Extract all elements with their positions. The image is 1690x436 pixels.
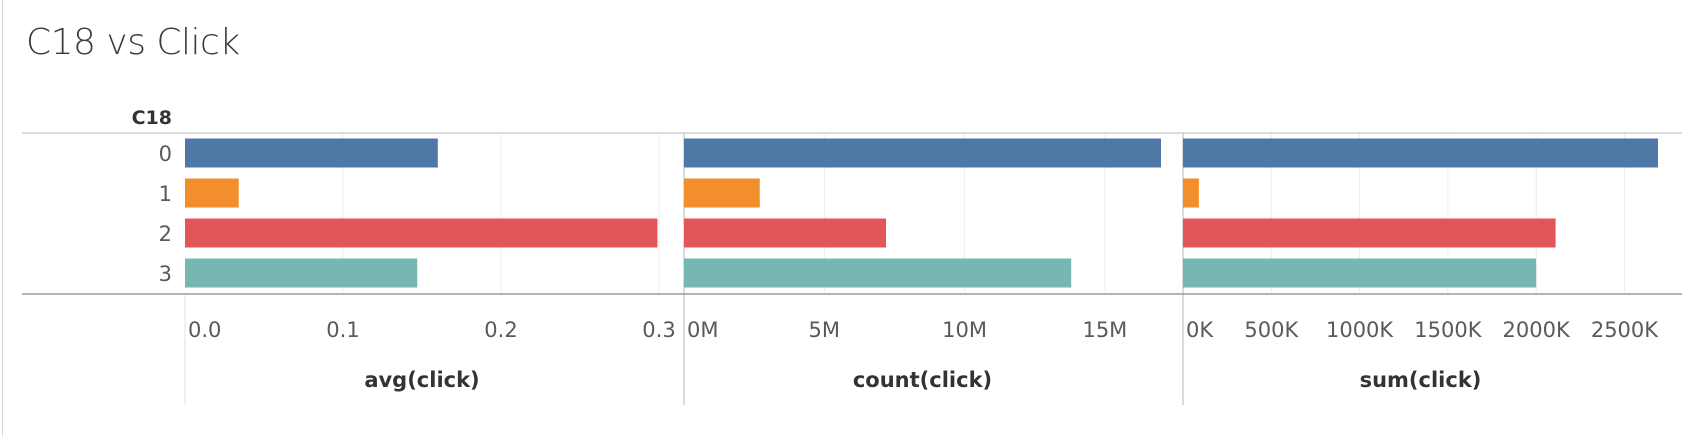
bar-sum-click-3[interactable] — [1183, 258, 1537, 288]
bar-count-click-2[interactable] — [684, 218, 887, 248]
tick-label: 2000K — [1503, 318, 1571, 342]
axis-title-1: avg(click) — [364, 368, 479, 392]
tick-label: 0.1 — [326, 318, 359, 342]
chart-title: C18 vs Click — [26, 22, 240, 63]
axis-title-3: sum(click) — [1360, 368, 1482, 392]
row-label-0: 0 — [159, 142, 172, 166]
dimension-header: C18 — [132, 107, 172, 129]
tick-label: 1000K — [1326, 318, 1394, 342]
bar-count-click-1[interactable] — [684, 178, 760, 208]
bar-avg-click-1[interactable] — [185, 178, 239, 208]
bar-avg-click-0[interactable] — [185, 138, 438, 168]
tick-label: 0K — [1186, 318, 1214, 342]
row-label-2: 2 — [159, 222, 172, 246]
tick-label: 500K — [1244, 318, 1299, 342]
bar-sum-click-2[interactable] — [1183, 218, 1556, 248]
axis-title-2: count(click) — [853, 368, 992, 392]
bar-avg-click-2[interactable] — [185, 218, 658, 248]
tick-label: 0M — [687, 318, 718, 342]
tick-label: 5M — [809, 318, 840, 342]
bar-sum-click-1[interactable] — [1183, 178, 1199, 208]
tick-label: 10M — [942, 318, 987, 342]
tick-label: 0.3 — [642, 318, 675, 342]
row-label-1: 1 — [159, 182, 172, 206]
bar-sum-click-0[interactable] — [1183, 138, 1658, 168]
bar-count-click-0[interactable] — [684, 138, 1161, 168]
bar-avg-click-3[interactable] — [185, 258, 418, 288]
tick-label: 15M — [1082, 318, 1127, 342]
bar-count-click-3[interactable] — [684, 258, 1072, 288]
tick-label: 2500K — [1591, 318, 1659, 342]
row-label-3: 3 — [159, 262, 172, 286]
tick-label: 1500K — [1414, 318, 1482, 342]
tick-label: 0.0 — [188, 318, 221, 342]
tick-label: 0.2 — [484, 318, 517, 342]
